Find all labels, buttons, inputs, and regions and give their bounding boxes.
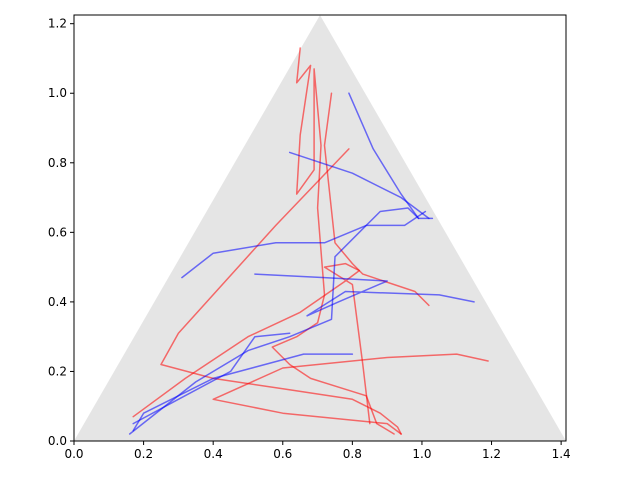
y-tick-label: 0.4: [48, 295, 67, 309]
simplex-triangle: [74, 15, 566, 441]
x-tick-label: 1.4: [552, 447, 571, 461]
series-line-1: [271, 47, 395, 435]
series-line-5: [348, 92, 434, 220]
y-tick-label: 0.8: [48, 156, 67, 170]
x-tick-label: 0.4: [204, 447, 223, 461]
series-line-4: [132, 262, 371, 425]
y-axis: 0.0 0.2 0.4 0.6 0.8 1.0 1.2: [48, 17, 74, 448]
series-line-9: [254, 273, 475, 317]
series-line-7: [181, 210, 427, 279]
x-tick-label: 1.0: [412, 447, 431, 461]
y-tick-label: 0.2: [48, 364, 67, 378]
series-line-11: [128, 207, 420, 435]
plot-area: [74, 15, 566, 441]
series-line-2: [323, 92, 430, 307]
x-axis: 0.0 0.2 0.4 0.6 0.8 1.0 1.2 1.4: [64, 441, 571, 461]
axes-frame: [73, 14, 567, 442]
x-tick-label: 1.2: [482, 447, 501, 461]
series-group: [128, 47, 489, 435]
x-tick-label: 0.0: [64, 447, 83, 461]
x-tick-label: 0.8: [343, 447, 362, 461]
x-tick-label: 0.6: [273, 447, 292, 461]
y-tick-label: 0.6: [48, 225, 67, 239]
y-tick-label: 1.0: [48, 86, 67, 100]
x-tick-label: 0.2: [134, 447, 153, 461]
y-tick-label: 1.2: [48, 17, 67, 31]
series-line-6: [288, 151, 430, 220]
y-tick-label: 0.0: [48, 434, 67, 448]
series-line-10: [132, 353, 354, 432]
